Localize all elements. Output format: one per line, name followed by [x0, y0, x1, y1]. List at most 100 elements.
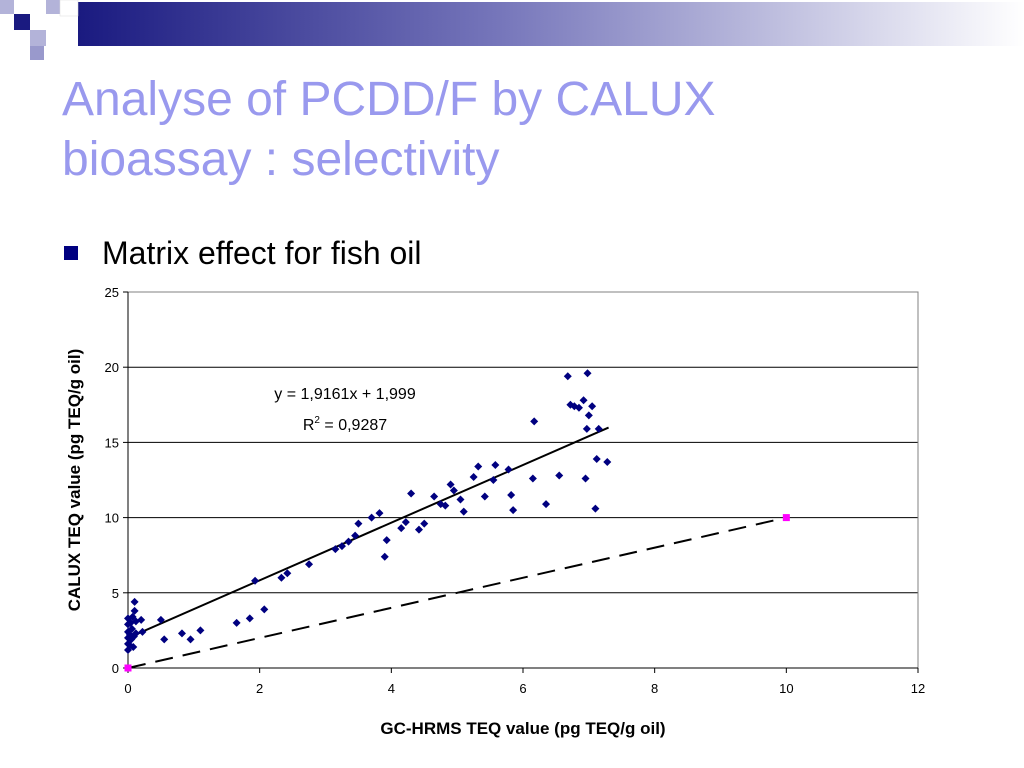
data-point	[380, 552, 389, 561]
data-point	[480, 492, 489, 501]
data-point	[305, 560, 314, 569]
bullet-text: Matrix effect for fish oil	[102, 234, 422, 271]
data-point	[430, 492, 439, 501]
data-point	[156, 615, 165, 624]
slide-title-line-1: Analyse of PCDD/F by CALUX	[62, 73, 716, 126]
data-point	[407, 489, 416, 498]
data-point	[570, 402, 579, 411]
y-axis-ticks: 0 5 10 15 20 25	[105, 285, 128, 676]
x-tick-label: 6	[519, 681, 526, 696]
banner-square	[59, 0, 79, 17]
data-point	[382, 536, 391, 545]
data-point	[563, 372, 572, 381]
data-point	[354, 519, 363, 528]
decorative-banner	[0, 0, 1024, 60]
banner-bar	[78, 2, 1024, 46]
x-tick-label: 2	[256, 681, 263, 696]
y-tick-label: 10	[105, 511, 119, 526]
banner-square	[0, 30, 14, 46]
data-point	[196, 626, 205, 635]
y-tick-label: 15	[105, 435, 119, 450]
x-tick-label: 4	[388, 681, 395, 696]
data-point	[507, 491, 516, 500]
equation-label: y = 1,9161x + 1,999	[274, 386, 416, 403]
slide-title-line-2: bioassay : selectivity	[62, 133, 500, 186]
data-points	[124, 369, 790, 672]
banner-square	[46, 30, 62, 46]
data-point	[420, 519, 429, 528]
bullet-square-icon	[64, 246, 78, 260]
data-point	[137, 615, 146, 624]
data-point	[232, 618, 241, 627]
data-point	[277, 573, 286, 582]
y-tick-label: 20	[105, 360, 119, 375]
x-tick-label: 12	[911, 681, 925, 696]
r-squared-superscript: 2	[314, 415, 320, 426]
data-point	[456, 495, 465, 504]
data-point	[186, 635, 195, 644]
data-point	[528, 474, 537, 483]
data-point	[530, 417, 539, 426]
data-point	[592, 454, 601, 463]
data-point	[581, 474, 590, 483]
data-point	[489, 476, 498, 484]
data-point	[603, 457, 612, 466]
data-point	[583, 369, 592, 378]
r-squared-value: = 0,9287	[320, 417, 387, 434]
data-point	[337, 542, 346, 551]
x-axis-ticks: 0 2 4 6 8 10 12	[124, 668, 925, 696]
x-tick-label: 10	[779, 681, 793, 696]
reference-point	[782, 514, 790, 522]
data-point	[594, 424, 603, 433]
data-point	[414, 525, 423, 534]
data-point	[260, 605, 269, 614]
slide-title: Analyse of PCDD/F by CALUX bioassay : se…	[62, 70, 962, 190]
data-point	[459, 507, 468, 516]
x-tick-label: 0	[124, 681, 131, 696]
scatter-chart: 0 5 10 15 20 25 0 2 4 6 8 10 12 y = 1,9161x + 1,999…	[65, 285, 925, 738]
data-point	[441, 501, 450, 510]
banner-square	[46, 0, 60, 14]
data-point	[283, 569, 292, 578]
y-axis-label: CALUX TEQ value (pg TEQ/g oil)	[65, 349, 84, 612]
data-point	[177, 629, 186, 638]
data-point	[579, 396, 588, 405]
trend-line	[127, 426, 609, 639]
data-point	[542, 500, 551, 509]
data-point	[449, 486, 458, 495]
plot-area-border	[127, 291, 919, 669]
data-point	[129, 642, 138, 651]
r-squared-label: R2 = 0,9287	[303, 415, 387, 434]
data-point	[584, 411, 593, 420]
data-point	[351, 531, 360, 540]
data-point	[555, 471, 564, 480]
data-point	[138, 627, 147, 636]
x-axis-label: GC-HRMS TEQ value (pg TEQ/g oil)	[380, 719, 665, 738]
bullet-item: Matrix effect for fish oil	[62, 230, 422, 276]
data-point	[582, 424, 591, 433]
data-point	[130, 597, 139, 606]
data-point	[504, 465, 513, 474]
banner-square	[14, 14, 30, 30]
banner-square	[30, 46, 44, 60]
data-point	[131, 617, 140, 626]
data-point	[245, 614, 254, 623]
data-point	[588, 402, 597, 411]
data-point	[574, 403, 583, 412]
data-point	[509, 506, 518, 515]
reference-line	[127, 516, 787, 669]
r-squared-base: R	[303, 417, 315, 434]
data-point	[131, 629, 140, 638]
data-point	[331, 545, 340, 554]
data-point	[160, 635, 169, 644]
data-point	[344, 537, 353, 546]
data-point	[375, 509, 384, 518]
data-point	[474, 462, 483, 471]
data-point	[367, 513, 376, 522]
y-tick-label: 0	[112, 661, 119, 676]
data-point	[130, 606, 139, 615]
y-tick-label: 25	[105, 285, 119, 300]
y-tick-label: 5	[112, 586, 119, 601]
banner-square	[0, 0, 14, 14]
x-tick-label: 8	[651, 681, 658, 696]
